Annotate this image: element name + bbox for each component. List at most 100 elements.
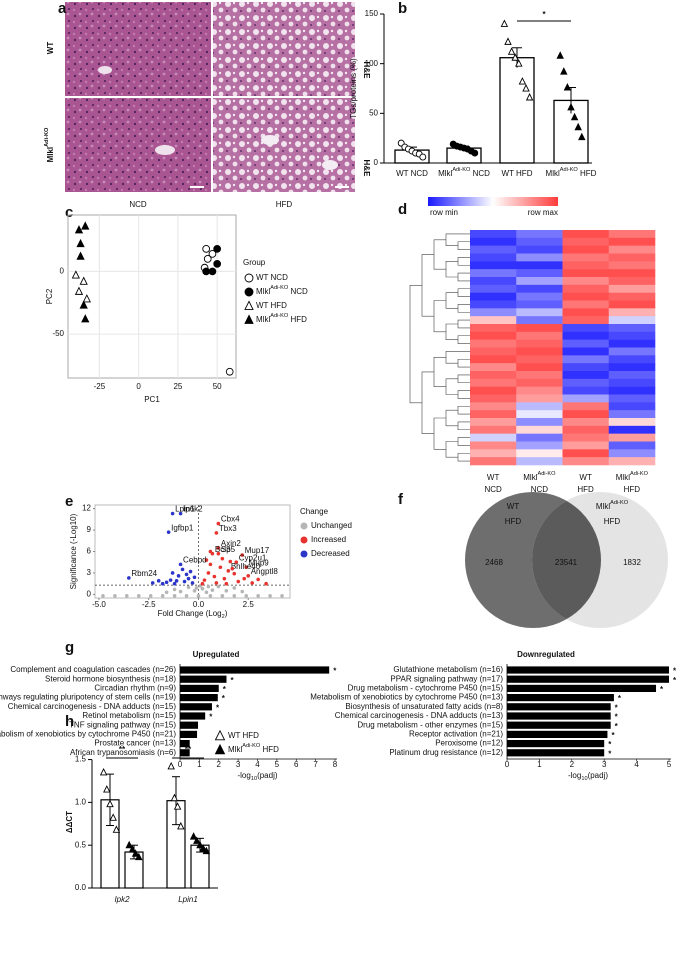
point: [500, 19, 509, 27]
colorbar: [428, 197, 558, 206]
colorbar-label: row max: [528, 208, 558, 217]
x-tick-label: 2.5: [243, 600, 255, 609]
point: [174, 579, 179, 583]
legend-marker: [214, 743, 226, 755]
bar: [507, 730, 608, 738]
point: [230, 566, 235, 571]
heatmap-cell: [608, 300, 656, 309]
scale-bar: [335, 186, 349, 188]
y-tick-label: 9: [87, 525, 92, 534]
x-tick-label: -2.5: [142, 600, 156, 609]
plot-frame: [67, 214, 237, 379]
point: [193, 836, 201, 844]
heatmap-cell: [562, 339, 610, 348]
dendrogram: [409, 233, 470, 462]
panel-letter: a: [58, 0, 67, 17]
column-label: MlklAdi-KO: [523, 471, 556, 482]
legend-label: Decreased: [311, 549, 350, 558]
y-tick-label: 0.0: [75, 883, 87, 892]
bar: [507, 675, 669, 683]
significance: *: [209, 713, 213, 722]
significance: *: [216, 703, 220, 712]
point-label: Cebpd: [183, 555, 207, 564]
point: [570, 112, 579, 121]
heatmap-cell: [470, 292, 517, 301]
point: [216, 546, 221, 550]
point: [99, 767, 108, 776]
x-tick-label: -25: [94, 382, 106, 391]
heatmap-cell: [470, 394, 517, 403]
point: [184, 594, 189, 598]
x-tick-label: 4: [255, 760, 260, 769]
venn-overlap: [532, 492, 601, 628]
y-tick-label: Complement and coagulation cascades (n=2…: [10, 665, 176, 674]
label-part: Adi-KO: [610, 500, 629, 506]
panel-letter: f: [398, 491, 404, 508]
point-label: Mup9: [249, 558, 270, 567]
point-label: Bhlhe40: [231, 562, 261, 571]
point: [567, 102, 575, 111]
label-part: Adi-KO: [452, 167, 471, 173]
point: [180, 567, 185, 572]
x-tick-label: 3: [236, 760, 241, 769]
label-part: Adi-KO: [44, 127, 50, 147]
histology-panel: [65, 2, 355, 192]
point: [256, 577, 260, 582]
point: [79, 276, 88, 285]
y-axis-label: ΔΔCT: [65, 811, 74, 833]
heatmap-cell: [516, 237, 563, 246]
heatmap-cell: [516, 433, 563, 442]
point: [220, 556, 225, 561]
y-tick-label: Steroid hormone biosynthesis (n=18): [45, 674, 176, 683]
legend-title: Change: [300, 507, 329, 516]
label-part: NCD: [288, 287, 308, 296]
point: [268, 594, 272, 598]
label-part: Adi-KO: [270, 285, 289, 291]
y-tick-label: Prostate cancer (n=13): [94, 739, 176, 748]
heatmap-cell: [516, 245, 563, 254]
heatmap-cell: [470, 331, 517, 340]
heatmap-cell: [470, 386, 517, 395]
point: [190, 581, 195, 585]
x-tick-label: 4: [634, 760, 639, 769]
heatmap-cell: [562, 441, 610, 450]
significance: *: [660, 685, 664, 694]
point: [256, 594, 260, 598]
point: [234, 560, 239, 565]
label-part: Adi-KO: [630, 471, 649, 477]
heatmap-cell: [516, 261, 563, 270]
heatmap-cell: [608, 245, 656, 254]
set-count: 1832: [623, 558, 641, 567]
point: [74, 286, 84, 295]
label-part: (padj): [257, 771, 278, 780]
point: [131, 849, 140, 857]
significance: *: [615, 713, 619, 722]
point: [222, 576, 227, 581]
point: [202, 578, 207, 582]
heatmap-cell: [608, 418, 656, 427]
heatmap-cell: [516, 363, 563, 372]
legend-marker: [244, 300, 254, 310]
heatmap-cell: [470, 245, 517, 254]
point: [79, 300, 88, 309]
heatmap-cell: [608, 386, 656, 395]
heatmap-cell: [470, 339, 517, 348]
heatmap-cell: [608, 363, 656, 372]
point: [192, 589, 197, 593]
x-tick-label: Ipk2: [114, 895, 130, 904]
heatmap-cell: [470, 269, 517, 278]
point: [170, 571, 175, 575]
heatmap-cell: [470, 371, 517, 380]
legend-marker: [300, 550, 308, 558]
point: [518, 77, 527, 85]
x-tick-label: MlklAdi-KO NCD: [438, 167, 490, 178]
heatmap-cell: [608, 433, 656, 442]
heatmap-cell: [516, 300, 563, 309]
point: [202, 245, 211, 253]
y-tick-label: Peroxisome (n=12): [435, 739, 503, 748]
point: [109, 813, 117, 821]
point: [264, 581, 268, 586]
bar: [180, 694, 218, 702]
point: [574, 122, 582, 131]
